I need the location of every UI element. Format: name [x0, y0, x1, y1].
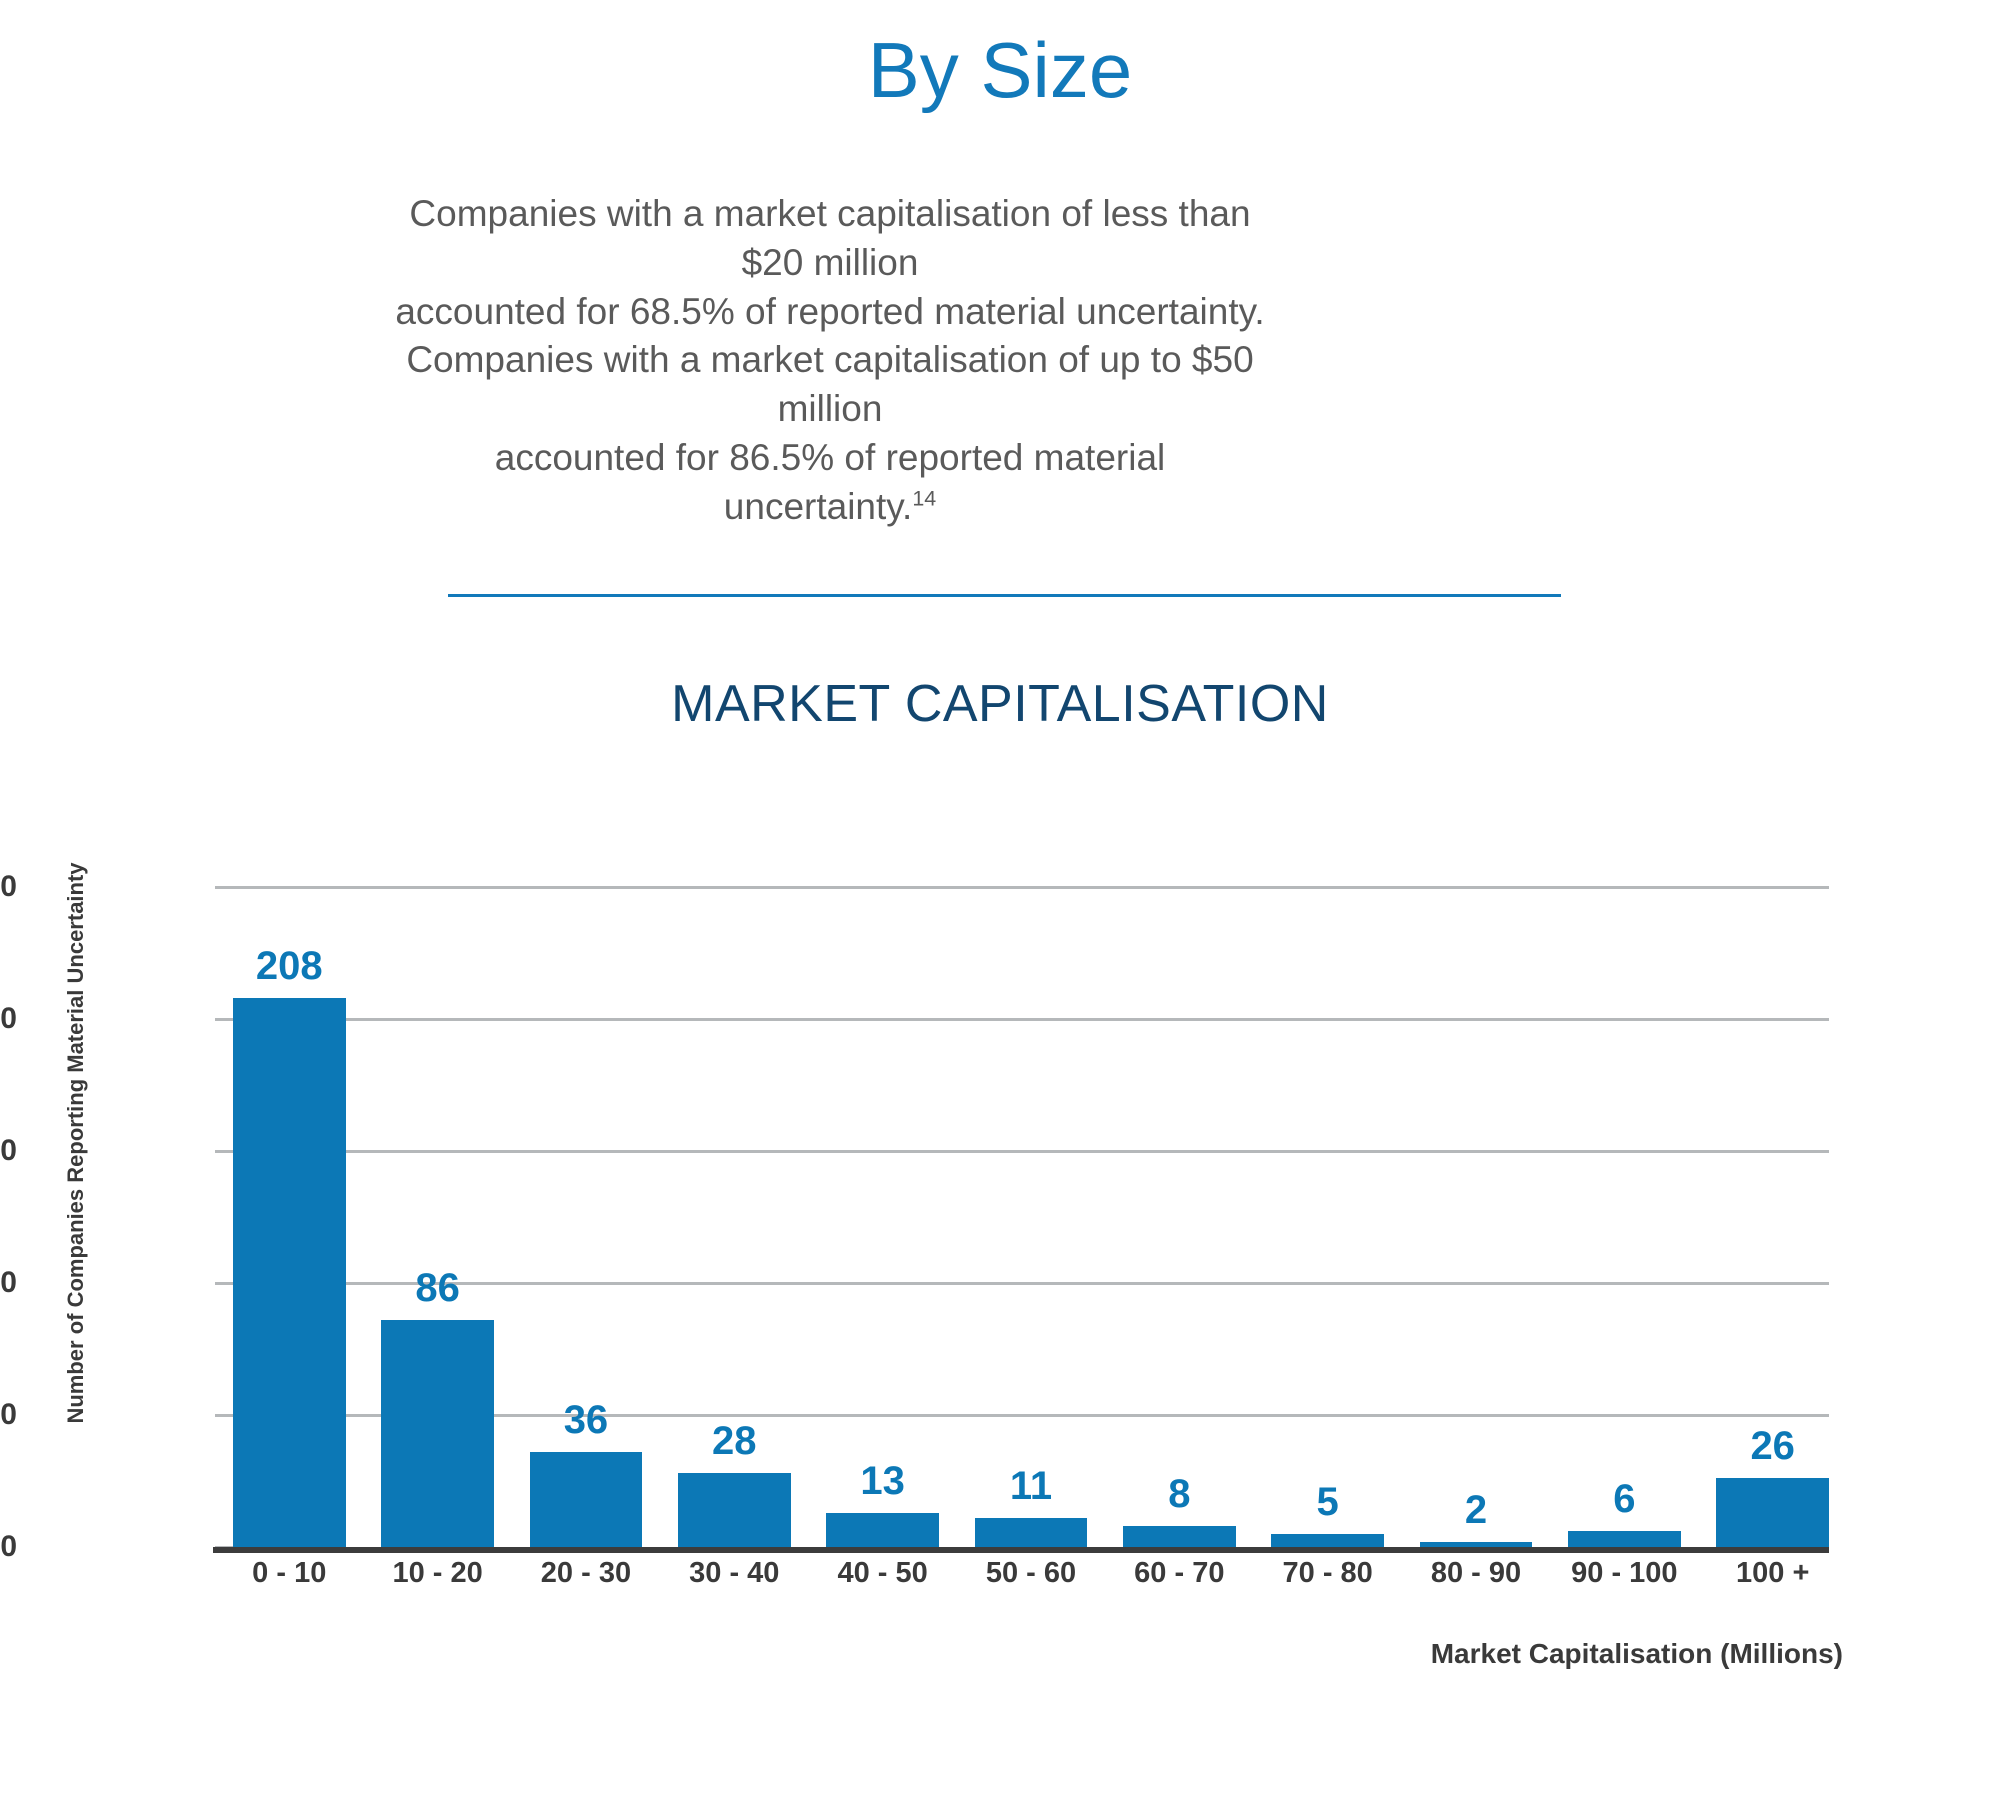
- bar[interactable]: [1271, 1533, 1384, 1547]
- y-axis-tick: [215, 1414, 233, 1417]
- intro-line-1: Companies with a market capitalisation o…: [409, 193, 1251, 283]
- bar-value-label: 26: [1750, 1424, 1795, 1469]
- x-tick-label: 20 - 30: [540, 1557, 632, 1589]
- y-axis-title: Number of Companies Reporting Material U…: [63, 862, 88, 1424]
- gridline: [233, 1150, 1829, 1153]
- y-tick-label: 0: [0, 1530, 17, 1563]
- gridline: [233, 1282, 1829, 1285]
- bar-value-label: 208: [255, 943, 323, 988]
- page-title: By Size: [867, 26, 1133, 114]
- intro-line-2: accounted for 68.5% of reported material…: [395, 290, 1265, 332]
- bar-slot[interactable]: 5: [1271, 887, 1384, 1547]
- bar[interactable]: [1716, 1478, 1829, 1547]
- x-tick-labels-group: 0 - 10 10 - 20 20 - 30 30 - 40 40 - 50 50 - 6…: [233, 1557, 1829, 1590]
- y-tick-label: 150: [0, 1134, 17, 1167]
- bar-slot[interactable]: 26: [1716, 887, 1829, 1547]
- bar-slot[interactable]: 28: [678, 887, 791, 1547]
- bar[interactable]: [1419, 1541, 1533, 1547]
- bar[interactable]: [1568, 1531, 1681, 1547]
- bar-slot[interactable]: 86: [381, 887, 494, 1547]
- bar-slot[interactable]: 2: [1419, 887, 1533, 1547]
- y-axis-tick: [215, 1018, 233, 1021]
- x-tick-label: 80 - 90: [1430, 1557, 1522, 1589]
- x-axis-line: [213, 1547, 1829, 1553]
- y-tick-label: 100: [0, 1266, 17, 1299]
- bar[interactable]: [678, 1473, 791, 1547]
- bar[interactable]: [974, 1517, 1088, 1547]
- bar-value-label: 2: [1464, 1487, 1488, 1532]
- gridline: [233, 1414, 1829, 1417]
- bars-group: 208 86 36 28 13 11 8 5 2 6 26: [233, 887, 1829, 1547]
- bar[interactable]: [826, 1512, 939, 1547]
- bar-value-label: 6: [1613, 1477, 1636, 1522]
- intro-line-4: accounted for 86.5% of reported material…: [494, 437, 1166, 527]
- bar-slot[interactable]: 13: [826, 887, 939, 1547]
- bar-value-label: 8: [1168, 1471, 1191, 1516]
- x-tick-label: 30 - 40: [689, 1557, 780, 1589]
- y-tick-label: 250: [0, 870, 17, 903]
- bar-chart: Number of Companies Reporting Material U…: [0, 830, 2000, 1690]
- x-tick-label: 50 - 60: [985, 1557, 1077, 1589]
- bar-slot[interactable]: 11: [974, 887, 1088, 1547]
- bar-value-label: 5: [1316, 1479, 1339, 1524]
- intro-line-3: Companies with a market capitalisation o…: [406, 339, 1254, 430]
- y-axis-tick: [215, 886, 233, 889]
- bar-slot[interactable]: 8: [1123, 887, 1236, 1547]
- x-tick-label: 40 - 50: [837, 1557, 928, 1589]
- y-tick-label: 50: [0, 1398, 17, 1431]
- y-axis-tick: [215, 1282, 233, 1285]
- bar-value-label: 28: [712, 1419, 757, 1464]
- bar-value-label: 36: [563, 1397, 609, 1442]
- y-tick-label: 200: [0, 1002, 17, 1035]
- bar[interactable]: [529, 1451, 643, 1547]
- section-divider: [448, 594, 1561, 597]
- intro-paragraph: Companies with a market capitalisation o…: [390, 190, 1270, 532]
- bar-value-label: 86: [415, 1265, 460, 1310]
- x-tick-label: 90 - 100: [1571, 1557, 1678, 1589]
- x-tick-label: 70 - 80: [1282, 1557, 1373, 1589]
- gridline: [233, 1018, 1829, 1021]
- gridline: [233, 886, 1829, 889]
- x-tick-label: 0 - 10: [252, 1557, 327, 1589]
- y-axis-tick: [215, 1150, 233, 1153]
- x-axis-title: Market Capitalisation (Millions): [1430, 1638, 1843, 1669]
- bar[interactable]: [381, 1319, 494, 1547]
- bar-value-label: 11: [1009, 1463, 1053, 1508]
- bar-slot[interactable]: 6: [1568, 887, 1681, 1547]
- bar-value-label: 13: [860, 1458, 905, 1503]
- footnote-marker: 14: [912, 486, 937, 511]
- chart-title: MARKET CAPITALISATION: [671, 675, 1329, 733]
- x-tick-label: 60 - 70: [1134, 1557, 1225, 1589]
- bar[interactable]: [1123, 1525, 1236, 1547]
- x-tick-label: 100 +: [1736, 1557, 1810, 1589]
- bar[interactable]: [233, 997, 346, 1547]
- bar-slot[interactable]: 208: [233, 887, 346, 1547]
- bar-slot[interactable]: 36: [529, 887, 643, 1547]
- x-tick-label: 10 - 20: [392, 1557, 483, 1589]
